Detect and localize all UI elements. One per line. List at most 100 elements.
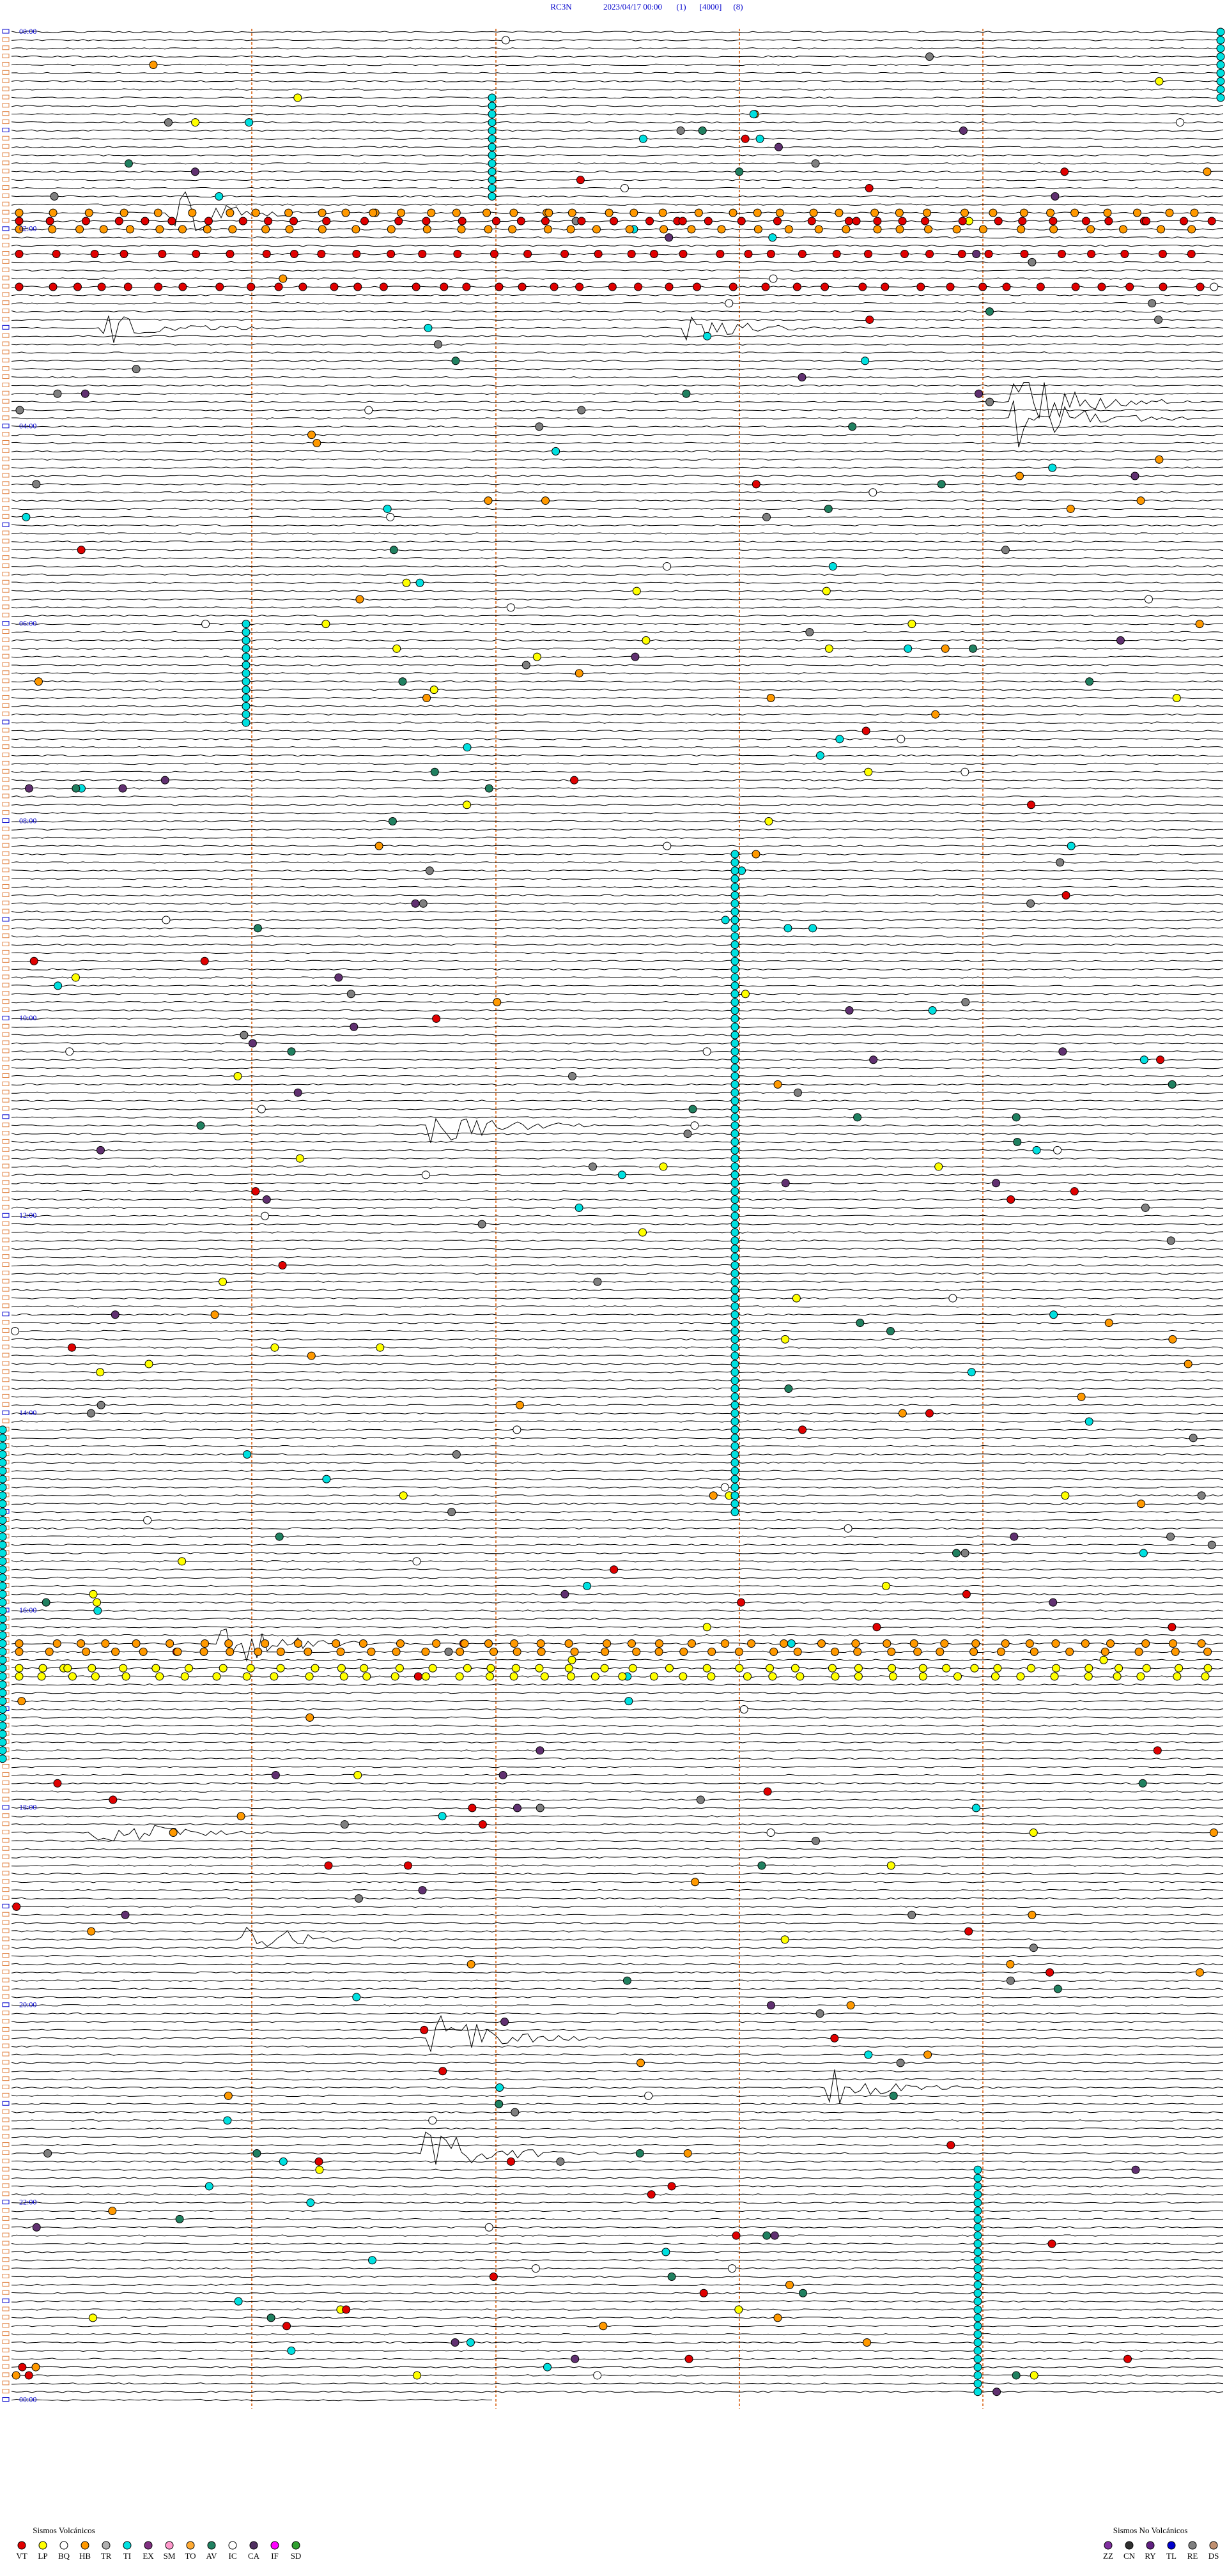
event-marker — [1006, 1976, 1015, 1985]
event-marker — [1120, 249, 1129, 258]
event-marker — [1007, 1195, 1015, 1204]
trace — [11, 540, 1224, 543]
trace — [11, 532, 1224, 535]
event-marker — [275, 1532, 284, 1541]
event-marker — [730, 1071, 739, 1080]
event-marker — [753, 225, 762, 234]
event-marker — [1168, 1335, 1177, 1344]
trace — [11, 696, 1224, 700]
event-marker — [946, 282, 955, 291]
event-marker — [89, 1590, 98, 1598]
event-marker — [359, 1639, 367, 1648]
line-marker — [2, 892, 10, 897]
trace — [11, 2131, 1224, 2165]
legend-code: TR — [101, 2551, 112, 2561]
line-marker — [2, 1846, 10, 1851]
line-marker — [2, 45, 10, 50]
event-marker — [851, 1639, 860, 1648]
event-marker — [276, 1647, 285, 1656]
event-marker — [82, 1647, 91, 1656]
trace — [11, 1988, 1224, 1990]
event-marker — [730, 1228, 739, 1237]
event-marker — [432, 1014, 441, 1023]
event-marker — [1176, 118, 1185, 127]
event-marker — [383, 504, 392, 513]
event-marker — [246, 1664, 255, 1673]
event-marker — [402, 578, 411, 587]
event-marker — [1203, 1664, 1212, 1673]
trace — [11, 1231, 1224, 1234]
event-marker — [1049, 1598, 1058, 1607]
trace — [11, 195, 1224, 198]
event-marker — [219, 1664, 228, 1673]
event-marker — [0, 1754, 7, 1763]
event-marker — [424, 323, 433, 332]
event-marker — [191, 118, 200, 127]
line-marker — [2, 218, 10, 223]
trace — [11, 80, 1224, 82]
event-marker — [730, 1499, 739, 1508]
event-marker — [707, 1672, 716, 1681]
event-marker — [757, 1861, 766, 1870]
event-marker — [367, 2256, 376, 2265]
trace — [11, 1675, 1224, 1678]
event-marker — [973, 2165, 982, 2174]
event-marker — [730, 1162, 739, 1171]
event-marker — [1028, 1910, 1037, 1919]
line-marker — [2, 547, 10, 552]
event-marker — [87, 1927, 96, 1936]
event-marker — [973, 2256, 982, 2265]
event-marker — [144, 1360, 153, 1368]
event-marker — [251, 208, 260, 217]
event-marker — [73, 282, 82, 291]
event-marker — [53, 1779, 62, 1788]
trace — [11, 475, 1224, 477]
event-marker — [350, 1022, 359, 1031]
event-marker — [1209, 1828, 1218, 1837]
event-marker — [1197, 1491, 1206, 1500]
event-marker — [730, 948, 739, 957]
event-marker — [518, 282, 527, 291]
event-marker — [1050, 1672, 1059, 1681]
event-marker — [1136, 1672, 1145, 1681]
trace — [11, 598, 1224, 601]
line-marker — [2, 1994, 10, 1999]
event-marker — [1012, 1113, 1021, 1122]
trace — [11, 565, 1224, 568]
line-marker — [2, 2085, 10, 2089]
event-marker — [188, 208, 197, 217]
event-marker — [488, 142, 497, 151]
event-marker — [99, 225, 108, 234]
line-marker — [2, 481, 10, 486]
event-marker — [1154, 315, 1163, 324]
event-marker — [773, 1080, 782, 1089]
event-marker — [463, 801, 472, 809]
trace — [11, 1716, 1224, 1719]
event-marker — [1012, 2371, 1021, 2380]
trace — [11, 993, 1224, 995]
event-marker — [816, 751, 825, 760]
line-marker — [2, 2323, 10, 2328]
event-marker — [577, 406, 586, 415]
line-marker — [2, 687, 10, 692]
event-marker — [931, 710, 940, 719]
line-marker — [2, 2068, 10, 2073]
event-marker — [489, 2273, 498, 2281]
event-marker — [1165, 208, 1174, 217]
event-marker — [655, 1639, 664, 1648]
event-marker — [730, 1121, 739, 1130]
line-marker — [2, 1147, 10, 1152]
event-marker — [321, 620, 330, 629]
event-marker — [0, 1664, 7, 1673]
event-marker — [351, 225, 360, 234]
trace — [11, 1733, 1223, 1735]
event-marker — [0, 1705, 7, 1713]
event-marker — [766, 2001, 775, 2010]
event-marker — [730, 1203, 739, 1212]
trace — [11, 499, 1224, 502]
line-marker — [2, 292, 10, 297]
event-marker — [730, 1039, 739, 1048]
event-marker — [1171, 1647, 1180, 1656]
line-marker — [2, 703, 10, 708]
event-marker — [305, 1713, 314, 1722]
